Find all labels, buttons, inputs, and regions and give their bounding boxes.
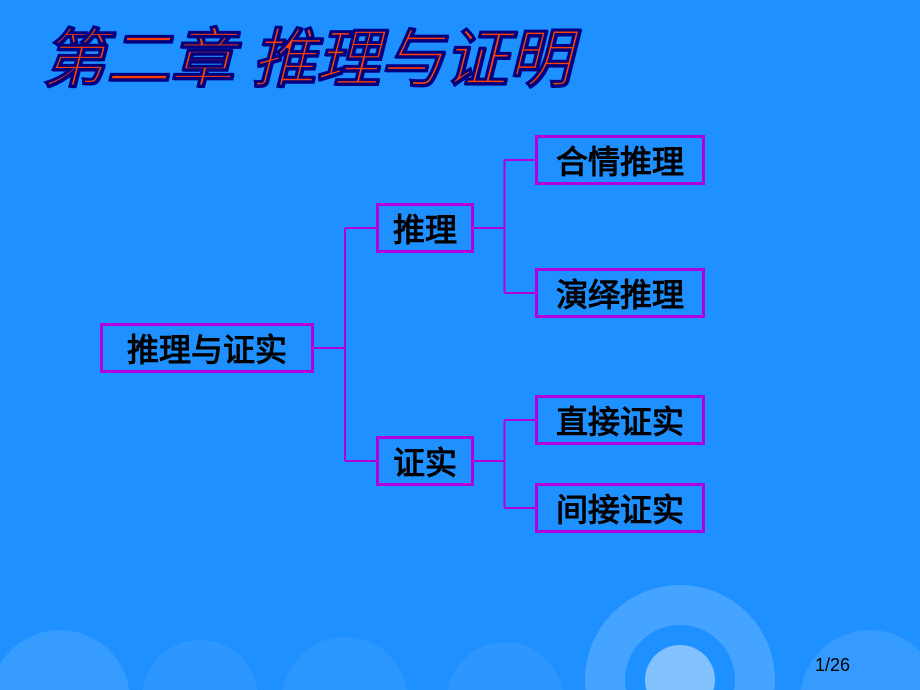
node-n1a: 合情推理 <box>535 135 705 185</box>
slide-title: 第二章 推理与证明 <box>42 8 572 100</box>
node-n1b: 演绎推理 <box>535 268 705 318</box>
node-n2: 证实 <box>376 436 474 486</box>
node-n2a: 直接证实 <box>535 395 705 445</box>
node-n1: 推理 <box>376 203 474 253</box>
node-n2b: 间接证实 <box>535 483 705 533</box>
slide-stage: 第二章 推理与证明推理与证实 推理证实 合情推理演绎推理直接证实间接证实 1/26 <box>0 0 920 690</box>
node-root: 推理与证实 <box>100 323 314 373</box>
page-number: 1/26 <box>815 655 850 676</box>
